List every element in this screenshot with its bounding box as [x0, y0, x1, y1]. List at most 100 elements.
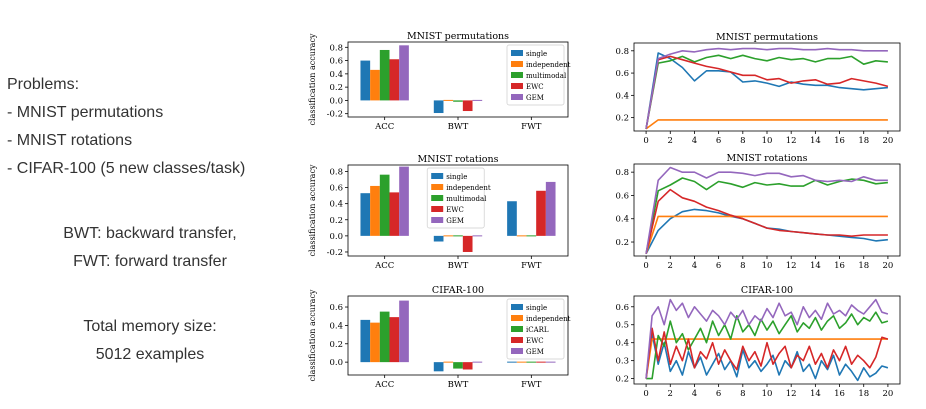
- bar: [536, 361, 546, 363]
- series-line: [645, 119, 888, 130]
- x-tick-label: FWT: [521, 122, 542, 132]
- series-line: [645, 332, 889, 382]
- legend-label: independent: [526, 61, 571, 69]
- y-tick-label: 0.2: [615, 238, 629, 248]
- x-tick-label: 12: [786, 261, 797, 271]
- series-line: [645, 338, 888, 379]
- x-tick-label: 6: [716, 261, 721, 271]
- chart-title: MNIST permutations: [716, 32, 818, 43]
- problem-item: - CIFAR-100 (5 new classes/task): [7, 160, 246, 177]
- bar: [545, 181, 556, 236]
- legend-label: iCARL: [526, 326, 549, 334]
- legend-swatch: [511, 72, 523, 78]
- x-tick-label: 20: [882, 389, 893, 399]
- bar: [360, 60, 371, 101]
- y-tick-label: -0.2: [327, 248, 343, 258]
- bar: [545, 361, 556, 363]
- y-tick-label: 0.6: [615, 303, 629, 313]
- x-tick-label: 12: [786, 136, 797, 146]
- y-tick-label: 0.2: [329, 216, 343, 226]
- x-tick-label: ACC: [374, 122, 394, 132]
- line-chart: CIFAR-100 0.2 0.3 0.4 0.5 0.6 0 2 4 6 8 10 12 14 16 18 2…: [615, 285, 901, 399]
- fwt-definition: FWT: forward transfer: [73, 253, 227, 270]
- bwt-definition: BWT: backward transfer,: [63, 225, 237, 242]
- y-tick-label: 0.6: [329, 57, 343, 67]
- legend-box: [506, 298, 565, 360]
- bar: [472, 99, 483, 101]
- series-line: [645, 327, 889, 379]
- legend-box: [506, 44, 565, 106]
- y-tick-label: 0.6: [329, 184, 343, 194]
- legend-swatch: [511, 304, 523, 310]
- bar: [443, 235, 454, 237]
- y-tick-label: 0.6: [615, 191, 629, 201]
- bar: [536, 190, 546, 236]
- chart-title: MNIST permutations: [407, 31, 509, 42]
- legend-swatch: [431, 173, 444, 179]
- legend-label: GEM: [446, 217, 464, 225]
- series-line: [645, 298, 889, 379]
- x-tick-label: 18: [858, 136, 869, 146]
- y-tick-label: 0.8: [615, 168, 629, 178]
- y-tick-label: 0.4: [329, 321, 343, 331]
- bar: [462, 100, 473, 112]
- x-tick-label: 4: [692, 389, 697, 399]
- bar: [360, 193, 371, 236]
- legend-label: EWC: [446, 206, 464, 214]
- y-tick-label: 0.4: [615, 215, 629, 225]
- legend-swatch: [431, 217, 444, 223]
- bar: [399, 166, 409, 236]
- x-tick-label: FWT: [521, 380, 542, 390]
- y-axis-label: classification accuracy: [308, 33, 317, 125]
- y-axis-label: classification accuracy: [308, 289, 317, 381]
- left-text-panel: Problems: - MNIST permutations - MNIST r…: [0, 0, 300, 409]
- legend-label: multimodal: [446, 195, 487, 203]
- y-tick-label: 0.6: [615, 69, 629, 79]
- legend-swatch: [511, 50, 523, 56]
- x-tick-label: 2: [668, 389, 673, 399]
- bar: [433, 362, 444, 372]
- line-chart: MNIST rotations 0.2 0.4 0.6 0.8 0 2 4 6 8 10 12 14 16…: [615, 153, 901, 271]
- x-tick-label: ACC: [374, 380, 394, 390]
- bar: [379, 49, 390, 101]
- y-tick-label: 0.0: [329, 232, 343, 242]
- series-line: [645, 54, 888, 129]
- series-line: [645, 47, 888, 129]
- x-tick-label: 20: [882, 136, 893, 146]
- chart-title: CIFAR-100: [741, 285, 793, 296]
- bar: [370, 69, 380, 101]
- y-tick-label: 0.8: [329, 43, 343, 53]
- legend-swatch: [511, 83, 523, 89]
- x-tick-label: 0: [643, 261, 648, 271]
- bar: [443, 99, 454, 101]
- problems-heading: Problems:: [7, 76, 80, 93]
- legend-label: single: [446, 173, 467, 181]
- bar-chart: MNIST rotations classification accuracy -0…: [308, 154, 569, 271]
- legend-label: GEM: [526, 94, 544, 102]
- legend-swatch: [511, 348, 523, 354]
- bar: [443, 361, 454, 363]
- y-tick-label: 0.3: [615, 357, 629, 367]
- legend-label: EWC: [526, 83, 544, 91]
- bar: [389, 59, 400, 101]
- x-tick-label: 20: [882, 261, 893, 271]
- y-axis-label: classification accuracy: [308, 164, 317, 256]
- legend-label: GEM: [526, 348, 544, 356]
- legend-swatch: [511, 94, 523, 100]
- y-tick-label: 0.4: [329, 70, 343, 80]
- chart-title: CIFAR-100: [432, 285, 484, 296]
- bar: [516, 361, 527, 363]
- bar: [526, 235, 537, 237]
- y-tick-label: 0.4: [615, 91, 629, 101]
- x-tick-label: 0: [643, 389, 648, 399]
- bar: [472, 235, 483, 237]
- line-chart: MNIST permutations 0.2 0.4 0.6 0.8 0 2 4 6 8 10 12 1…: [615, 32, 901, 146]
- legend-swatch: [511, 61, 523, 67]
- bar: [360, 319, 371, 363]
- chart-title: MNIST rotations: [727, 153, 808, 164]
- x-tick-label: 18: [858, 389, 869, 399]
- legend-box: [426, 167, 485, 229]
- x-tick-label: 10: [762, 136, 773, 146]
- legend-label: multimodal: [526, 72, 567, 80]
